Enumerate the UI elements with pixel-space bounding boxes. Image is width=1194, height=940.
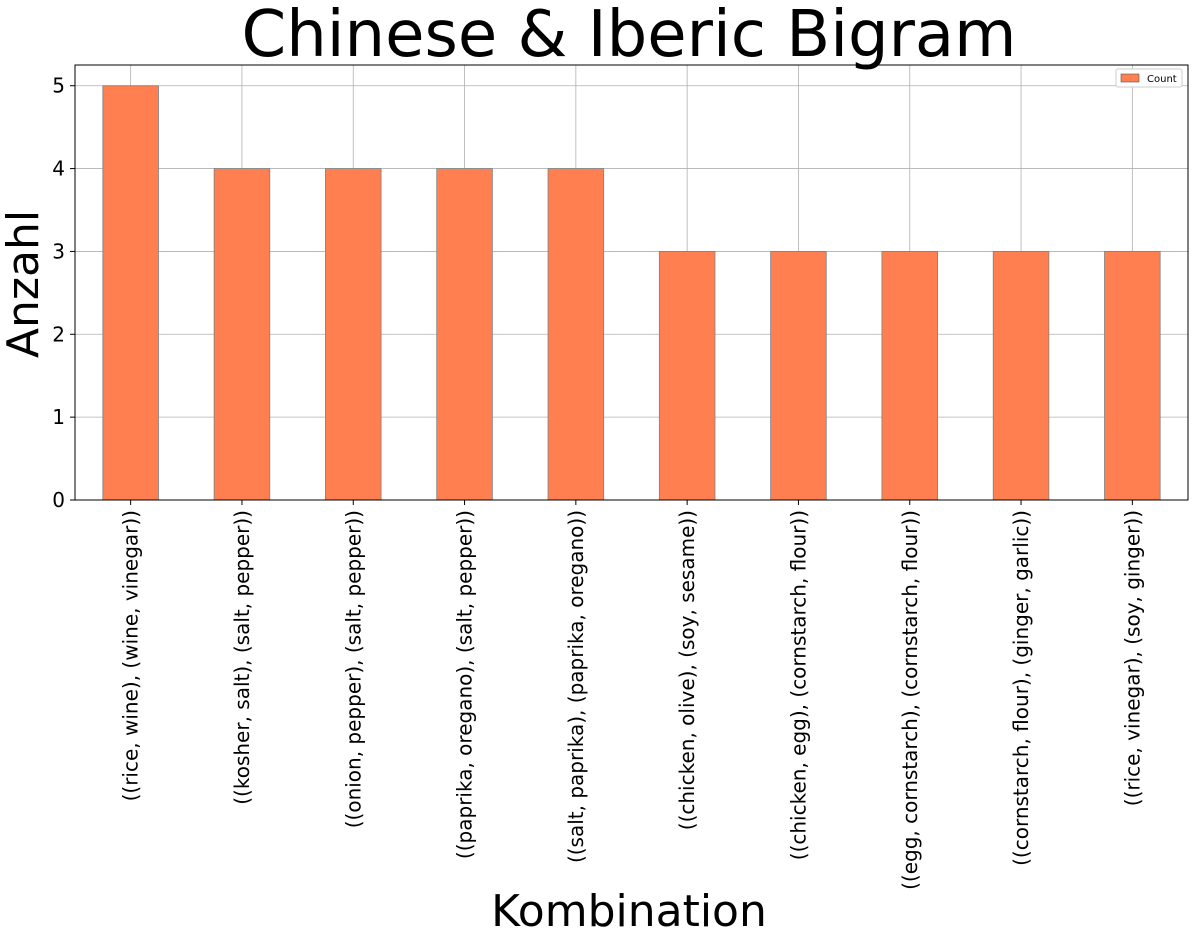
bar [102, 85, 159, 501]
bar [881, 251, 938, 501]
x-tick-label: ((egg, cornstarch), (cornstarch, flour)) [898, 510, 922, 890]
y-tick-label: 4 [52, 157, 65, 181]
bar [213, 168, 271, 501]
x-tick-label: ((cornstarch, flour), (ginger, garlic)) [1009, 510, 1033, 866]
x-tick-label: ((chicken, olive), (soy, sesame)) [675, 510, 699, 830]
x-tick-label: ((onion, pepper), (salt, pepper)) [341, 510, 365, 828]
chart-title: Chinese & Iberic Bigram [242, 0, 1017, 72]
bar [658, 251, 716, 501]
bar [1104, 251, 1161, 501]
legend-swatch [1120, 73, 1140, 83]
y-tick-label: 1 [52, 405, 65, 429]
x-tick-label: ((kosher, salt), (salt, pepper)) [230, 510, 254, 805]
y-axis-label: Anzahl [0, 210, 49, 358]
x-tick-label: ((salt, paprika), (paprika, oregano)) [564, 510, 588, 863]
y-tick-label: 5 [52, 74, 65, 98]
bar [992, 251, 1050, 501]
bar [770, 251, 827, 501]
bar [325, 168, 382, 501]
legend: Count [1115, 68, 1183, 88]
x-tick-label: ((paprika, oregano), (salt, pepper)) [453, 510, 477, 859]
y-tick-label: 3 [52, 239, 65, 263]
y-tick-label: 2 [52, 322, 65, 346]
x-axis-ticks: ((rice, wine), (wine, vinegar)) ((kosher,… [119, 500, 1144, 890]
plot-area-frame [74, 64, 1189, 501]
x-tick-label: ((chicken, egg), (cornstarch, flour)) [786, 510, 810, 860]
y-tick-label: 0 [52, 488, 65, 512]
x-tick-label: ((rice, vinegar), (soy, ginger)) [1120, 510, 1144, 806]
x-tick-label: ((rice, wine), (wine, vinegar)) [119, 510, 143, 801]
legend-label: Count [1147, 74, 1177, 85]
bars [102, 85, 1161, 501]
x-axis-label: Kombination [491, 886, 767, 937]
legend-box [1115, 68, 1183, 88]
y-axis-ticks: 0 1 2 3 4 5 [52, 74, 75, 512]
bar [436, 168, 493, 501]
bar [547, 168, 605, 501]
